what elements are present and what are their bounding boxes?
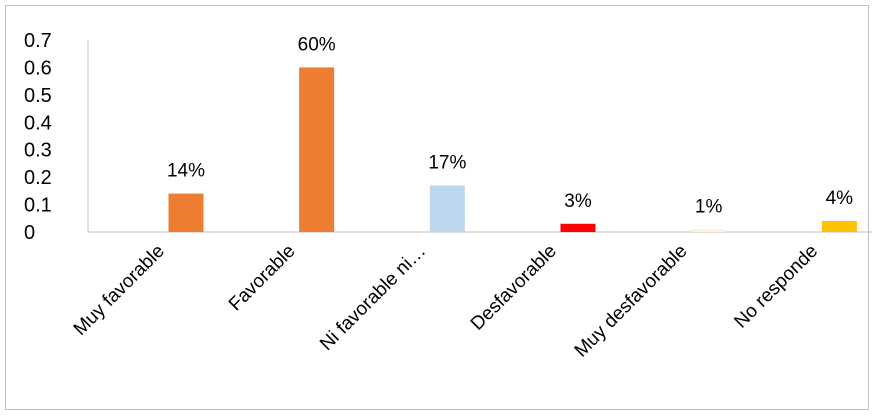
data-labels: 14% 60% 17% 3% 1% 4% [167,34,853,217]
y-tick-label: 0 [24,222,35,244]
data-label: 3% [564,191,592,212]
y-tick-label: 0.3 [24,140,52,162]
bar [821,221,857,232]
y-tick-label: 0.7 [24,30,52,52]
y-tick-label: 0.6 [24,57,52,79]
category-label: Favorable [225,241,300,316]
data-label: 1% [695,196,723,217]
y-tick-label: 0.2 [24,167,52,189]
y-tick-label: 0.5 [24,85,52,107]
y-tick-label: 0.4 [24,112,52,134]
category-labels: Muy favorable Favorable Ni favorable ni… De… [70,241,823,362]
category-label: Ni favorable ni… [316,241,430,355]
bar [429,185,465,232]
category-label: Muy favorable [70,241,169,340]
data-label: 14% [167,161,205,182]
bars [168,67,857,232]
bar [299,67,335,232]
y-axis: 0 0.1 0.2 0.3 0.4 0.5 0.6 0.7 [24,30,872,244]
data-label: 17% [428,152,466,173]
bar [168,193,204,232]
category-label: No responde [730,241,822,333]
bar [691,229,727,232]
y-tick-label: 0.1 [24,195,52,217]
category-label: Muy desfavorable [571,241,692,362]
bar [560,223,596,232]
data-label: 60% [298,34,336,55]
category-label: Desfavorable [467,241,561,335]
data-label: 4% [826,188,854,209]
